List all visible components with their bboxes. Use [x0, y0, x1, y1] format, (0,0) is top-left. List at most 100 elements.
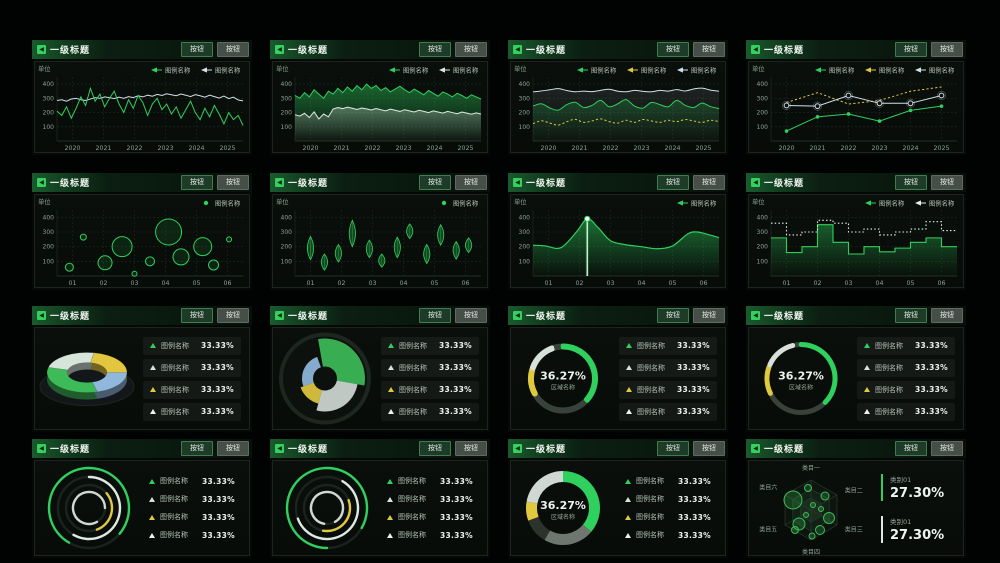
panel-button-primary[interactable]: 按钮 [657, 42, 689, 57]
panel-title: 一级标题 [50, 445, 91, 455]
legend-row[interactable]: 图例名称 33.33% [381, 510, 479, 524]
svg-text:2023: 2023 [157, 145, 173, 152]
panel-button-primary[interactable]: 按钮 [895, 42, 927, 57]
legend-label: 图例名称 [399, 407, 427, 416]
legend-label: 图例名称 [399, 341, 427, 350]
legend-row[interactable]: 图例名称 33.33% [143, 402, 241, 421]
panel-button-primary[interactable]: 按钮 [657, 175, 689, 190]
legend-row[interactable]: 图例名称 33.33% [143, 474, 241, 488]
svg-text:图例名称: 图例名称 [929, 198, 955, 207]
panel-button-secondary[interactable]: 按钮 [931, 175, 963, 190]
legend-marker-icon [149, 496, 155, 502]
legend-row[interactable]: 图例名称 33.33% [619, 402, 717, 421]
legend-row[interactable]: 图例名称 33.33% [143, 380, 241, 399]
legend-label: 图例名称 [637, 407, 665, 416]
panel-buttons: 按钮 按钮 [181, 42, 252, 57]
legend-marker-icon [864, 343, 870, 348]
legend-row[interactable]: 图例名称 33.33% [619, 510, 717, 524]
chart-body: 类目一 类目二 类目三 类目四 类目五 类目六 类别01 27.30% 类别01 27.30% [748, 460, 964, 556]
svg-text:200: 200 [757, 110, 769, 117]
svg-text:400: 400 [281, 214, 293, 221]
legend-row[interactable]: 图例名称 33.33% [619, 358, 717, 377]
panel-button-primary[interactable]: 按钮 [419, 441, 451, 456]
legend-row[interactable]: 图例名称 33.33% [143, 510, 241, 524]
chart-panel-8: ◀ 一级标题 按钮 按钮 01 02 03 04 05 06 100 200 300 400 单位 图… [746, 173, 966, 290]
panel-button-primary[interactable]: 按钮 [657, 308, 689, 323]
legend-row[interactable]: 图例名称 33.33% [143, 336, 241, 355]
svg-text:图例名称: 图例名称 [641, 65, 667, 74]
legend-row[interactable]: 图例名称 33.33% [857, 336, 955, 355]
panel-button-secondary[interactable]: 按钮 [455, 441, 487, 456]
chart-body: 01 02 03 04 05 06 100 200 300 400 单位 图例名称 [34, 194, 250, 288]
legend-row[interactable]: 图例名称 33.33% [857, 402, 955, 421]
legend-marker-icon [150, 365, 156, 370]
svg-text:图例名称: 图例名称 [879, 65, 905, 74]
panel-button-secondary[interactable]: 按钮 [693, 42, 725, 57]
legend-row[interactable]: 图例名称 33.33% [381, 474, 479, 488]
svg-text:03: 03 [606, 280, 614, 287]
panel-button-secondary[interactable]: 按钮 [693, 308, 725, 323]
legend-label: 图例名称 [636, 513, 664, 521]
panel-button-secondary[interactable]: 按钮 [455, 42, 487, 57]
panel-title-box: ◀ 一级标题 [746, 439, 821, 458]
svg-text:01: 01 [68, 280, 76, 287]
legend-row[interactable]: 图例名称 33.33% [381, 492, 479, 506]
chart-panel-2: ◀ 一级标题 按钮 按钮 2020 2021 2022 2023 2024 2025 100… [270, 40, 490, 155]
panel-button-primary[interactable]: 按钮 [895, 441, 927, 456]
legend-row[interactable]: 图例名称 33.33% [857, 380, 955, 399]
panel-buttons: 按钮 按钮 [895, 175, 966, 190]
svg-text:单位: 单位 [276, 197, 289, 206]
panel-button-primary[interactable]: 按钮 [419, 175, 451, 190]
chart-panel-16: ◀ 一级标题 按钮 按钮 类目一 类目二 类目三 类目四 类目五 类目六 类别01 27.30… [746, 439, 966, 558]
legend-row[interactable]: 图例名称 33.33% [381, 528, 479, 542]
panel-button-secondary[interactable]: 按钮 [217, 441, 249, 456]
chart-panel-3: ◀ 一级标题 按钮 按钮 2020 2021 2022 2023 2024 2025 100… [508, 40, 728, 155]
panel-button-secondary[interactable]: 按钮 [455, 175, 487, 190]
legend-row[interactable]: 图例名称 33.33% [143, 528, 241, 542]
legend-row[interactable]: 图例名称 33.33% [619, 528, 717, 542]
panel-button-primary[interactable]: 按钮 [419, 308, 451, 323]
panel-button-primary[interactable]: 按钮 [419, 42, 451, 57]
panel-button-secondary[interactable]: 按钮 [455, 308, 487, 323]
chart-canvas: 36.27%区域名称 [528, 343, 598, 414]
svg-text:36.27%: 36.27% [540, 499, 586, 512]
svg-text:300: 300 [281, 229, 293, 236]
panel-button-secondary[interactable]: 按钮 [931, 441, 963, 456]
panel-button-primary[interactable]: 按钮 [181, 175, 213, 190]
legend-row[interactable]: 图例名称 33.33% [619, 380, 717, 399]
panel-button-secondary[interactable]: 按钮 [693, 175, 725, 190]
svg-text:图例名称: 图例名称 [879, 198, 905, 207]
panel-button-secondary[interactable]: 按钮 [931, 42, 963, 57]
legend-value: 33.33% [676, 341, 710, 350]
legend-marker-icon [625, 514, 631, 520]
legend-row[interactable]: 图例名称 33.33% [619, 474, 717, 488]
legend-marker-icon [388, 365, 394, 370]
panel-button-secondary[interactable]: 按钮 [217, 308, 249, 323]
panel-button-secondary[interactable]: 按钮 [217, 175, 249, 190]
legend-row[interactable]: 图例名称 33.33% [143, 358, 241, 377]
legend-row[interactable]: 图例名称 33.33% [381, 402, 479, 421]
svg-text:400: 400 [757, 81, 769, 88]
panel-button-primary[interactable]: 按钮 [181, 308, 213, 323]
legend-row[interactable]: 图例名称 33.33% [143, 492, 241, 506]
legend-row[interactable]: 图例名称 33.33% [619, 336, 717, 355]
chart-panel-14: ◀ 一级标题 按钮 按钮 图例名称 33.33% 图例名称 33.33% 图例名称 33.… [270, 439, 490, 558]
legend-row[interactable]: 图例名称 33.33% [619, 492, 717, 506]
legend-list: 图例名称 33.33% 图例名称 33.33% 图例名称 33.33% 图例名称 33.33% [143, 336, 249, 421]
panel-button-primary[interactable]: 按钮 [181, 441, 213, 456]
chart-canvas: 01 02 03 04 05 06 100 200 300 400 单位 图例名称 [276, 197, 481, 287]
panel-button-primary[interactable]: 按钮 [657, 441, 689, 456]
svg-text:区域名称: 区域名称 [789, 384, 813, 392]
panel-button-secondary[interactable]: 按钮 [931, 308, 963, 323]
legend-row[interactable]: 图例名称 33.33% [381, 380, 479, 399]
panel-button-secondary[interactable]: 按钮 [217, 42, 249, 57]
chart-canvas [39, 352, 135, 406]
panel-button-primary[interactable]: 按钮 [895, 308, 927, 323]
panel-button-primary[interactable]: 按钮 [181, 42, 213, 57]
legend-row[interactable]: 图例名称 33.33% [381, 336, 479, 355]
legend-row[interactable]: 图例名称 33.33% [381, 358, 479, 377]
panel-button-primary[interactable]: 按钮 [895, 175, 927, 190]
legend-row[interactable]: 图例名称 33.33% [857, 358, 955, 377]
panel-button-secondary[interactable]: 按钮 [693, 441, 725, 456]
legend-marker-icon [626, 387, 632, 392]
